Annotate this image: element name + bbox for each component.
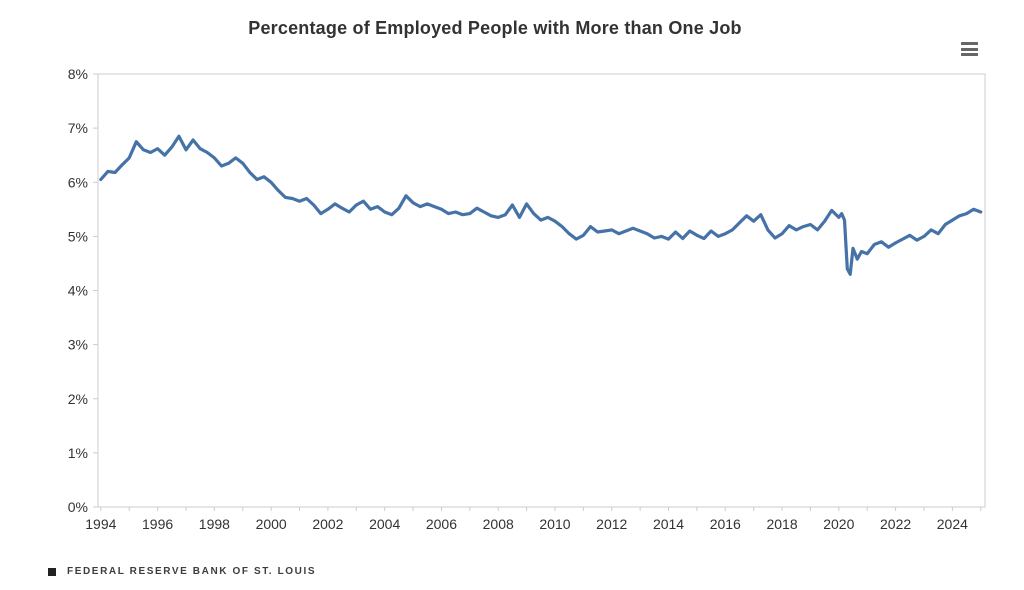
y-axis-label: 2% <box>68 391 88 407</box>
x-axis-label: 2002 <box>312 516 343 532</box>
fred-square-icon <box>48 567 56 576</box>
chart-context-menu-button[interactable] <box>958 38 982 60</box>
x-axis-label: 1994 <box>85 516 116 532</box>
y-axis-label: 5% <box>68 228 88 244</box>
x-axis-label: 1996 <box>142 516 173 532</box>
x-axis-label: 2024 <box>937 516 968 532</box>
x-axis-label: 2016 <box>710 516 741 532</box>
x-axis-label: 2010 <box>539 516 570 532</box>
y-axis-label: 8% <box>68 66 88 82</box>
hamburger-menu-icon <box>961 47 978 51</box>
footer-source-label: FEDERAL RESERVE BANK OF ST. LOUIS <box>67 566 317 577</box>
y-axis-label: 0% <box>68 499 88 515</box>
y-axis-label: 4% <box>68 283 88 299</box>
y-axis-label: 6% <box>68 174 88 190</box>
x-axis-label: 2014 <box>653 516 684 532</box>
y-axis-label: 3% <box>68 337 88 353</box>
chart-title: Percentage of Employed People with More … <box>248 18 742 38</box>
data-line-series <box>99 134 983 276</box>
plot-border <box>97 73 986 508</box>
x-axis-label: 2008 <box>483 516 514 532</box>
x-axis-label: 2004 <box>369 516 400 532</box>
x-axis-label: 2018 <box>766 516 797 532</box>
hamburger-menu-icon <box>961 42 978 45</box>
x-axis-label: 2022 <box>880 516 911 532</box>
x-axis-label: 2000 <box>256 516 287 532</box>
x-axis-label: 2020 <box>823 516 854 532</box>
y-axis-label: 7% <box>68 120 88 136</box>
chart-footer: FEDERAL RESERVE BANK OF ST. LOUIS <box>48 566 316 577</box>
y-axis-label: 1% <box>68 445 88 461</box>
x-axis-label: 2012 <box>596 516 627 532</box>
x-axis-label: 1998 <box>199 516 230 532</box>
hamburger-menu-icon <box>961 53 978 56</box>
x-axis-label: 2006 <box>426 516 457 532</box>
